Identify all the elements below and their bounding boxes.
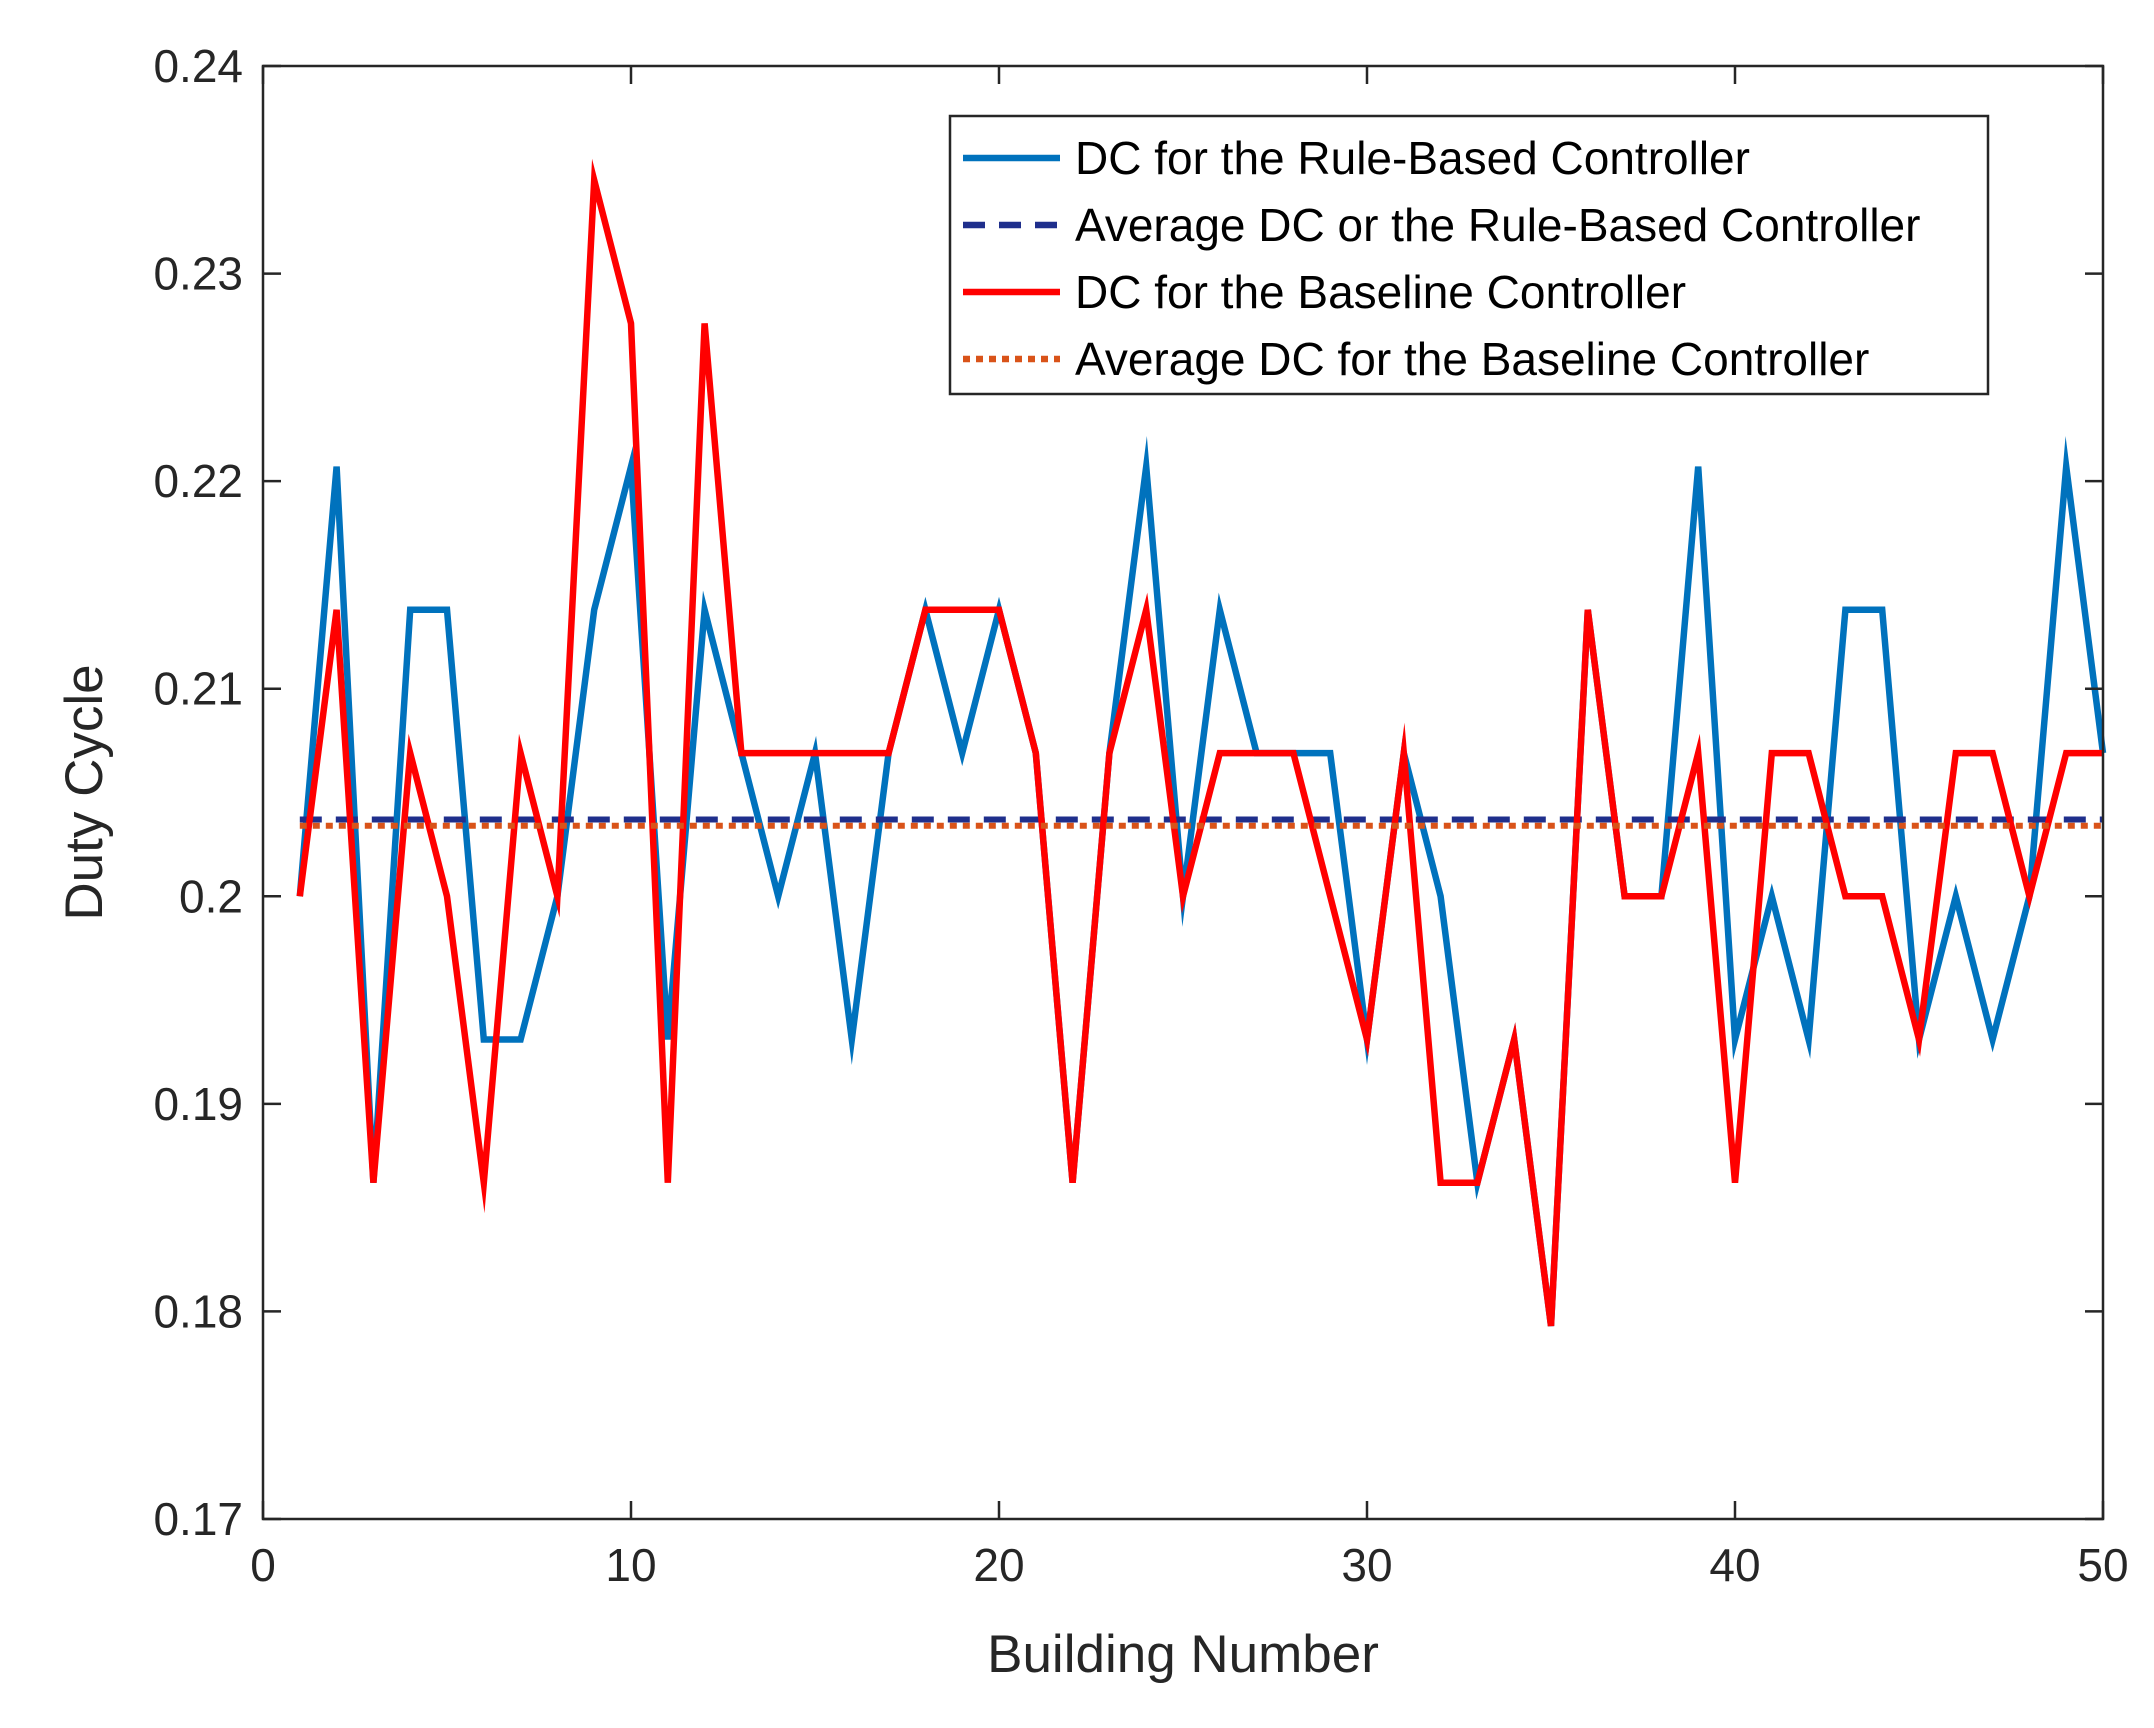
x-tick-label: 10 <box>605 1539 656 1591</box>
legend: DC for the Rule-Based Controller Average … <box>948 114 1990 396</box>
x-tick-label: 20 <box>973 1539 1024 1591</box>
y-tick-label: 0.23 <box>153 248 243 300</box>
y-tick-label: 0.24 <box>153 40 243 92</box>
series-line-1 <box>296 436 2107 1327</box>
legend-label-1: DC for the Rule-Based Controller <box>1075 132 1750 184</box>
x-tick-label: 0 <box>250 1539 276 1591</box>
y-tick-label: 0.18 <box>153 1285 243 1337</box>
y-tick-label: 0.17 <box>153 1493 243 1545</box>
legend-items: DC for the Rule-Based Controller Average … <box>963 132 1920 385</box>
x-tick-label: 30 <box>1341 1539 1392 1591</box>
legend-label-3: DC for the Baseline Controller <box>1075 266 1686 318</box>
series-layer <box>296 158 2107 1327</box>
x-tick-label: 50 <box>2077 1539 2128 1591</box>
ticks-layer: 0 10 20 30 40 50 0.17 0.18 0.19 0.2 0.21 0.22 0.23 0.… <box>153 40 2128 1591</box>
plot-frame <box>261 64 2105 1521</box>
x-tick-label: 40 <box>1709 1539 1760 1591</box>
legend-box <box>948 114 1990 396</box>
y-tick-label: 0.22 <box>153 455 243 507</box>
y-tick-label: 0.19 <box>153 1078 243 1130</box>
x-axis-title: Building Number <box>987 1625 1379 1684</box>
legend-label-2: Average DC or the Rule-Based Controller <box>1075 199 1920 251</box>
y-tick-label: 0.2 <box>179 870 243 922</box>
y-axis-title: Duty Cycle <box>55 664 114 920</box>
y-tick-label: 0.21 <box>153 663 243 715</box>
legend-label-4: Average DC for the Baseline Controller <box>1075 333 1869 385</box>
